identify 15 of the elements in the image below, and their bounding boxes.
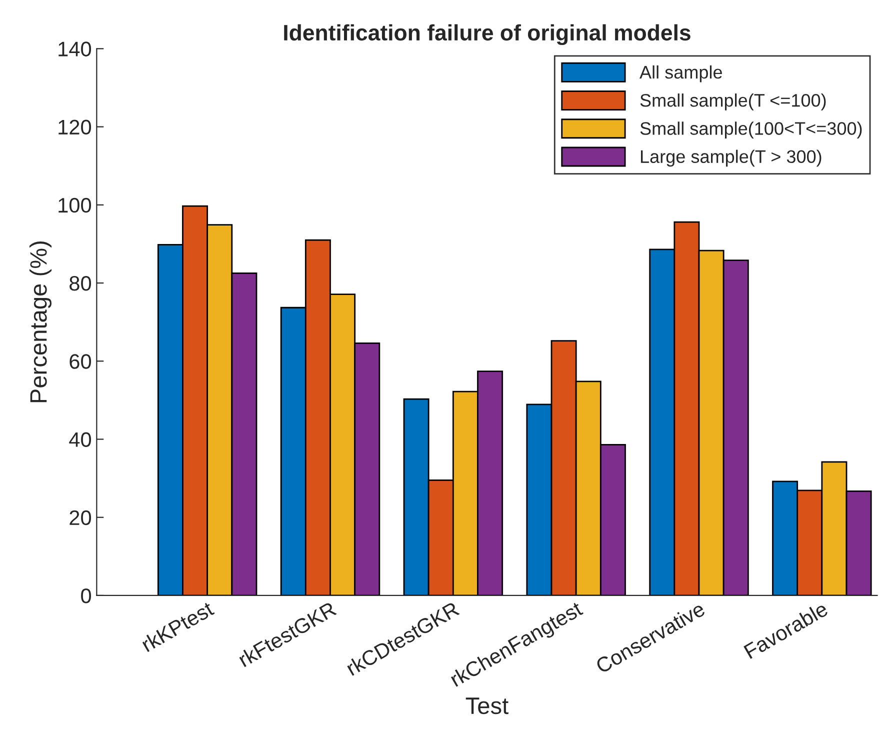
y-tick-label: 40 (69, 432, 92, 447)
y-tick-label: 60 (70, 354, 92, 369)
y-tick-label: 80 (70, 276, 92, 291)
x-axis-title: Test (466, 698, 508, 714)
y-tick-label: 0 (81, 588, 92, 604)
y-tick-label: 120 (58, 120, 92, 135)
chart-title: Identification failure of original models (284, 24, 690, 46)
y-tick-label: 20 (70, 510, 92, 526)
y-axis-title: Percentage (%) (30, 242, 52, 402)
legend-label: All sample (640, 65, 722, 82)
legend-label: Small sample(100<T<=300) (640, 122, 862, 138)
y-tick-label: 140 (58, 42, 92, 56)
y-tick-label: 100 (58, 198, 92, 213)
legend-label: Large sample(T > 300) (640, 150, 822, 167)
legend-label: Small sample(T <=100) (640, 94, 826, 110)
